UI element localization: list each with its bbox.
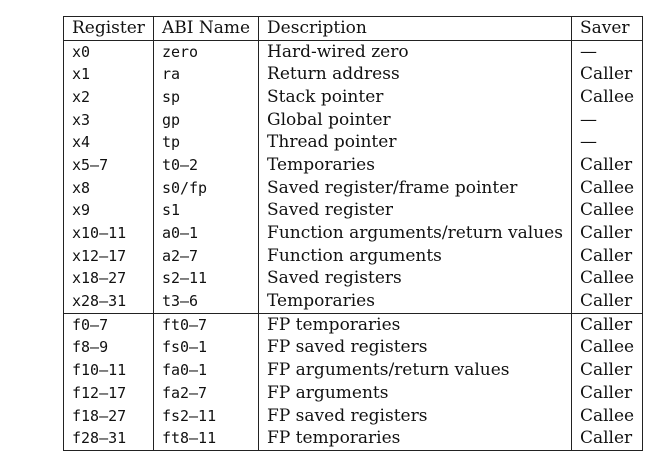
- saver-cell: Callee: [570, 176, 644, 200]
- table-row: x2 sp Stack pointer Callee: [63, 86, 644, 109]
- description-cell: FP temporaries: [258, 312, 572, 337]
- saver-cell: Caller: [570, 312, 644, 337]
- table-row: f8–9 fs0–1 FP saved registers Callee: [63, 336, 644, 360]
- description-cell: FP saved registers: [258, 404, 572, 428]
- table-row: f10–11 fa0–1 FP arguments/return values Cal…: [63, 359, 644, 382]
- table-row: x1 ra Return address Caller: [63, 63, 644, 87]
- saver-cell: Callee: [570, 336, 644, 360]
- description-cell: FP saved registers: [258, 336, 572, 360]
- register-cell: x8: [63, 176, 154, 200]
- abi-name-cell: a0–1: [152, 222, 260, 245]
- table-row: x18–27 s2–11 Saved registers Callee: [63, 267, 644, 291]
- register-cell: x28–31: [63, 290, 154, 314]
- header-saver: Saver: [570, 16, 644, 41]
- table-row: x0 zero Hard-wired zero —: [63, 40, 644, 64]
- register-cell: x0: [63, 40, 154, 64]
- table-row: f18–27 fs2–11 FP saved registers Callee: [63, 404, 644, 428]
- description-cell: Saved register: [258, 199, 572, 223]
- header-row: Register ABI Name Description Saver: [63, 16, 644, 41]
- abi-name-cell: s2–11: [152, 267, 260, 291]
- saver-cell: Caller: [570, 427, 644, 452]
- header-abi-name: ABI Name: [152, 16, 260, 41]
- abi-name-cell: ft0–7: [152, 312, 260, 337]
- table-row: x12–17 a2–7 Function arguments Caller: [63, 244, 644, 268]
- register-cell: x2: [63, 86, 154, 109]
- abi-name-cell: ft8–11: [152, 427, 260, 452]
- table-row: x4 tp Thread pointer —: [63, 131, 644, 155]
- table-row: f28–31 ft8–11 FP temporaries Caller: [63, 427, 644, 452]
- abi-name-cell: t3–6: [152, 290, 260, 314]
- saver-cell: Caller: [570, 382, 644, 405]
- abi-name-cell: fa2–7: [152, 382, 260, 405]
- register-cell: f28–31: [63, 427, 154, 452]
- register-cell: f18–27: [63, 404, 154, 428]
- saver-cell: Caller: [570, 359, 644, 382]
- saver-cell: Callee: [570, 404, 644, 428]
- table-body: x0 zero Hard-wired zero — x1 ra Return address…: [63, 40, 644, 452]
- register-table: Register ABI Name Description Saver x0 ze…: [63, 16, 644, 452]
- register-cell: x5–7: [63, 154, 154, 177]
- abi-name-cell: fa0–1: [152, 359, 260, 382]
- header-register: Register: [63, 16, 154, 41]
- register-cell: f10–11: [63, 359, 154, 382]
- description-cell: Global pointer: [258, 108, 572, 132]
- saver-cell: —: [570, 40, 644, 64]
- abi-name-cell: gp: [152, 108, 260, 132]
- description-cell: Temporaries: [258, 154, 572, 177]
- description-cell: Function arguments/return values: [258, 222, 572, 245]
- description-cell: FP temporaries: [258, 427, 572, 452]
- saver-cell: Caller: [570, 244, 644, 268]
- header-description: Description: [258, 16, 572, 41]
- register-cell: x18–27: [63, 267, 154, 291]
- register-cell: x1: [63, 63, 154, 87]
- register-cell: x10–11: [63, 222, 154, 245]
- saver-cell: —: [570, 131, 644, 155]
- description-cell: Function arguments: [258, 244, 572, 268]
- table-row: x9 s1 Saved register Callee: [63, 199, 644, 223]
- register-cell: x3: [63, 108, 154, 132]
- register-cell: f0–7: [63, 312, 154, 337]
- register-cell: x12–17: [63, 244, 154, 268]
- register-cell: f12–17: [63, 382, 154, 405]
- register-cell: x4: [63, 131, 154, 155]
- abi-name-cell: sp: [152, 86, 260, 109]
- description-cell: Thread pointer: [258, 131, 572, 155]
- description-cell: Saved register/frame pointer: [258, 176, 572, 200]
- table-row: x5–7 t0–2 Temporaries Caller: [63, 154, 644, 177]
- abi-name-cell: s0/fp: [152, 176, 260, 200]
- table-row: x3 gp Global pointer —: [63, 108, 644, 132]
- description-cell: Return address: [258, 63, 572, 87]
- saver-cell: Caller: [570, 222, 644, 245]
- register-cell: f8–9: [63, 336, 154, 360]
- abi-name-cell: ra: [152, 63, 260, 87]
- table-row: x28–31 t3–6 Temporaries Caller: [63, 290, 644, 314]
- saver-cell: —: [570, 108, 644, 132]
- description-cell: Stack pointer: [258, 86, 572, 109]
- saver-cell: Caller: [570, 290, 644, 314]
- description-cell: Hard-wired zero: [258, 40, 572, 64]
- abi-name-cell: a2–7: [152, 244, 260, 268]
- description-cell: FP arguments: [258, 382, 572, 405]
- table-row: f12–17 fa2–7 FP arguments Caller: [63, 382, 644, 405]
- abi-name-cell: fs2–11: [152, 404, 260, 428]
- saver-cell: Callee: [570, 86, 644, 109]
- saver-cell: Caller: [570, 154, 644, 177]
- table-row: x10–11 a0–1 Function arguments/return valu…: [63, 222, 644, 245]
- abi-name-cell: fs0–1: [152, 336, 260, 360]
- table-row: x8 s0/fp Saved register/frame pointer Calle…: [63, 176, 644, 200]
- saver-cell: Callee: [570, 199, 644, 223]
- saver-cell: Caller: [570, 63, 644, 87]
- table-row: f0–7 ft0–7 FP temporaries Caller: [63, 312, 644, 337]
- abi-name-cell: tp: [152, 131, 260, 155]
- register-cell: x9: [63, 199, 154, 223]
- description-cell: Temporaries: [258, 290, 572, 314]
- abi-name-cell: s1: [152, 199, 260, 223]
- saver-cell: Callee: [570, 267, 644, 291]
- description-cell: Saved registers: [258, 267, 572, 291]
- abi-name-cell: zero: [152, 40, 260, 64]
- description-cell: FP arguments/return values: [258, 359, 572, 382]
- abi-name-cell: t0–2: [152, 154, 260, 177]
